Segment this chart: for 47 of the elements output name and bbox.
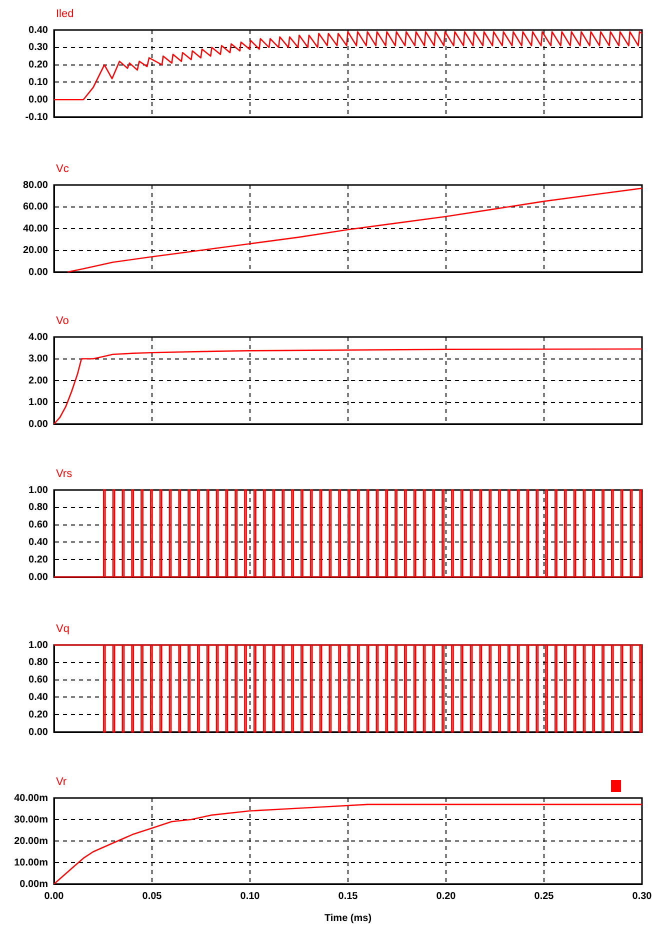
chart-title: Vo (56, 315, 69, 327)
y-tick-label: 80.00 (22, 180, 48, 191)
y-tick-label: 0.00 (28, 418, 48, 430)
x-tick-label: 0.10 (240, 890, 260, 902)
y-tick-label: 60.00 (22, 202, 48, 212)
y-tick-label: 0.00 (28, 266, 48, 278)
x-axis-title: Time (ms) (324, 912, 372, 924)
y-tick-label: 0.10 (28, 76, 48, 88)
y-tick-label: 0.00 (28, 726, 48, 738)
chart-title: Vq (56, 623, 70, 635)
y-tick-label: 0.20 (28, 554, 48, 566)
y-tick-label: 2.00 (28, 375, 48, 386)
y-tick-label: 3.00 (28, 354, 48, 364)
y-tick-label: 20.00m (14, 836, 48, 847)
x-tick-label: 0.25 (534, 890, 554, 902)
y-tick-label: 10.00m (14, 857, 48, 868)
x-tick-label: 0.20 (436, 890, 456, 902)
y-tick-label: 0.60 (28, 674, 48, 686)
y-tick-label: 0.30 (28, 42, 48, 54)
y-tick-label: -0.10 (25, 112, 48, 123)
chart-title: Vc (56, 163, 70, 175)
x-tick-label: 0.00 (44, 890, 64, 902)
y-tick-label: 0.00 (28, 94, 48, 106)
x-tick-label: 0.15 (338, 890, 358, 902)
y-tick-label: 20.00 (22, 245, 48, 256)
y-tick-label: 4.00 (28, 332, 48, 343)
y-tick-label: 0.40 (28, 536, 48, 548)
x-tick-label: 0.30 (632, 890, 652, 902)
y-tick-label: 0.20 (28, 709, 48, 720)
y-tick-label: 0.00 (28, 572, 48, 583)
chart-title: Iled (56, 8, 74, 20)
y-tick-label: 40.00 (22, 223, 48, 234)
y-tick-label: 1.00 (28, 397, 48, 408)
y-tick-label: 0.20 (28, 60, 48, 71)
y-tick-label: 0.40 (28, 24, 48, 36)
y-tick-label: 1.00 (28, 640, 48, 651)
x-tick-label: 0.05 (142, 890, 162, 902)
chart-title: Vr (56, 776, 67, 788)
y-tick-label: 1.00 (28, 484, 48, 496)
y-tick-label: 0.80 (28, 657, 48, 668)
y-tick-label: 0.80 (28, 502, 48, 514)
chart-title: Vrs (56, 468, 73, 480)
y-tick-label: 40.00m (14, 792, 48, 804)
y-tick-label: 0.00m (20, 878, 48, 890)
y-tick-label: 0.60 (28, 520, 48, 531)
y-tick-label: 0.40 (28, 692, 48, 703)
y-tick-label: 30.00m (14, 814, 48, 826)
